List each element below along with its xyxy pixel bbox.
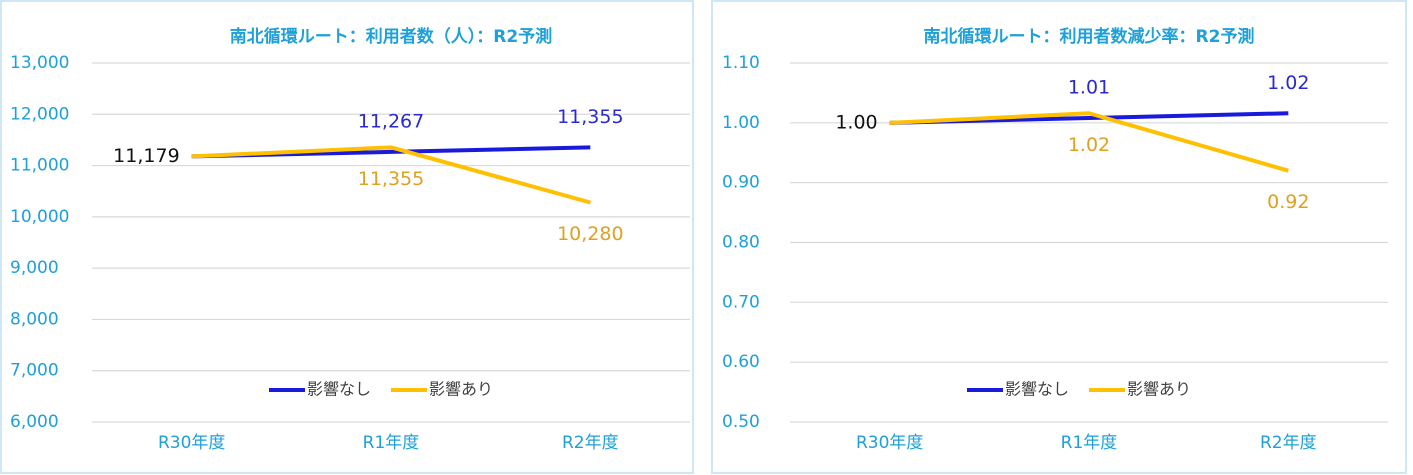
y-tick-label: 10,000 — [10, 207, 69, 227]
y-tick-label: 12,000 — [10, 104, 69, 124]
data-label: 0.92 — [1267, 191, 1309, 213]
y-tick-label: 8,000 — [10, 309, 59, 329]
x-tick-label: R1年度 — [363, 433, 420, 453]
x-tick-label: R2年度 — [1260, 433, 1317, 453]
data-label: 1.02 — [1068, 134, 1110, 156]
y-tick-label: 1.10 — [722, 53, 760, 73]
y-tick-label: 11,000 — [10, 156, 69, 176]
x-tick-label: R30年度 — [158, 433, 225, 453]
data-label: 11,267 — [358, 110, 424, 132]
legend-label: 影響あり — [1127, 380, 1191, 399]
y-tick-label: 7,000 — [10, 361, 59, 381]
data-label: 10,280 — [557, 223, 623, 245]
chart-title: 南北循環ルート：利用者数減少率：R2予測 — [924, 26, 1255, 47]
x-tick-label: R30年度 — [856, 433, 923, 453]
panel-frame — [0, 0, 694, 474]
x-tick-label: R2年度 — [562, 433, 619, 453]
x-tick-label: R1年度 — [1061, 433, 1118, 453]
legend-label: 影響なし — [1005, 380, 1069, 399]
data-line — [889, 111, 1289, 173]
y-tick-label: 0.90 — [722, 173, 760, 193]
y-tick-label: 0.50 — [722, 412, 760, 432]
chart-title: 南北循環ルート：利用者数（人）：R2予測 — [230, 26, 552, 47]
legend-label: 影響なし — [307, 380, 371, 399]
y-tick-label: 0.70 — [722, 292, 760, 312]
y-tick-label: 13,000 — [10, 53, 69, 73]
data-label: 11,355 — [358, 168, 424, 190]
y-tick-label: 9,000 — [10, 258, 59, 278]
data-label: 1.02 — [1267, 72, 1309, 94]
y-tick-label: 1.00 — [722, 113, 760, 133]
data-label: 1.00 — [835, 111, 877, 133]
data-label: 11,355 — [557, 106, 623, 128]
data-label: 1.01 — [1068, 77, 1110, 99]
y-tick-label: 0.80 — [722, 233, 760, 253]
y-tick-label: 6,000 — [10, 412, 59, 432]
data-line — [191, 145, 591, 205]
panel-frame — [711, 0, 1407, 474]
y-tick-label: 0.60 — [722, 352, 760, 372]
data-label: 11,179 — [113, 145, 179, 167]
legend-label: 影響あり — [429, 380, 493, 399]
